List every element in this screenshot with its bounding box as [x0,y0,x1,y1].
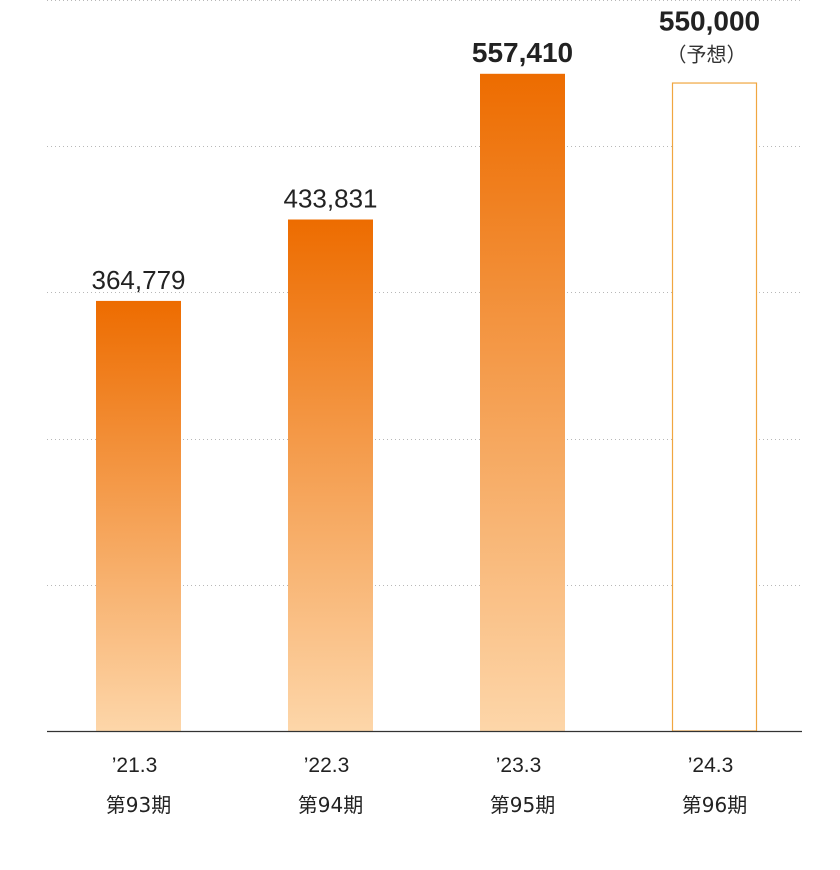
data-label: 557,410 [472,37,573,68]
x-tick-label: ’22.3 [304,754,350,777]
data-label: 433,831 [284,183,378,213]
x-tick-sublabel: 第95期 [490,793,555,817]
x-tick-label: ’23.3 [496,754,542,777]
x-tick-label: ’24.3 [688,754,734,777]
forecast-note: （予想） [667,43,747,67]
bars [96,73,758,732]
x-tick-sublabel: 第96期 [682,793,747,817]
bar [96,300,181,731]
data-label: 550,000 [659,6,760,37]
x-tick-sublabel: 第94期 [298,793,363,817]
bar [288,219,373,731]
x-tick-sublabel: 第93期 [106,793,171,817]
x-tick-label: ’21.3 [112,754,158,777]
value-labels: 364,779 433,831 557,410 550,000 （予想） [92,6,761,295]
x-axis-labels: ’21.3 第93期 ’22.3 第94期 ’23.3 第95期 ’24.3 第96期 [106,754,747,817]
bar-forecast [671,82,758,732]
bar [480,73,565,731]
data-label: 364,779 [92,265,186,295]
